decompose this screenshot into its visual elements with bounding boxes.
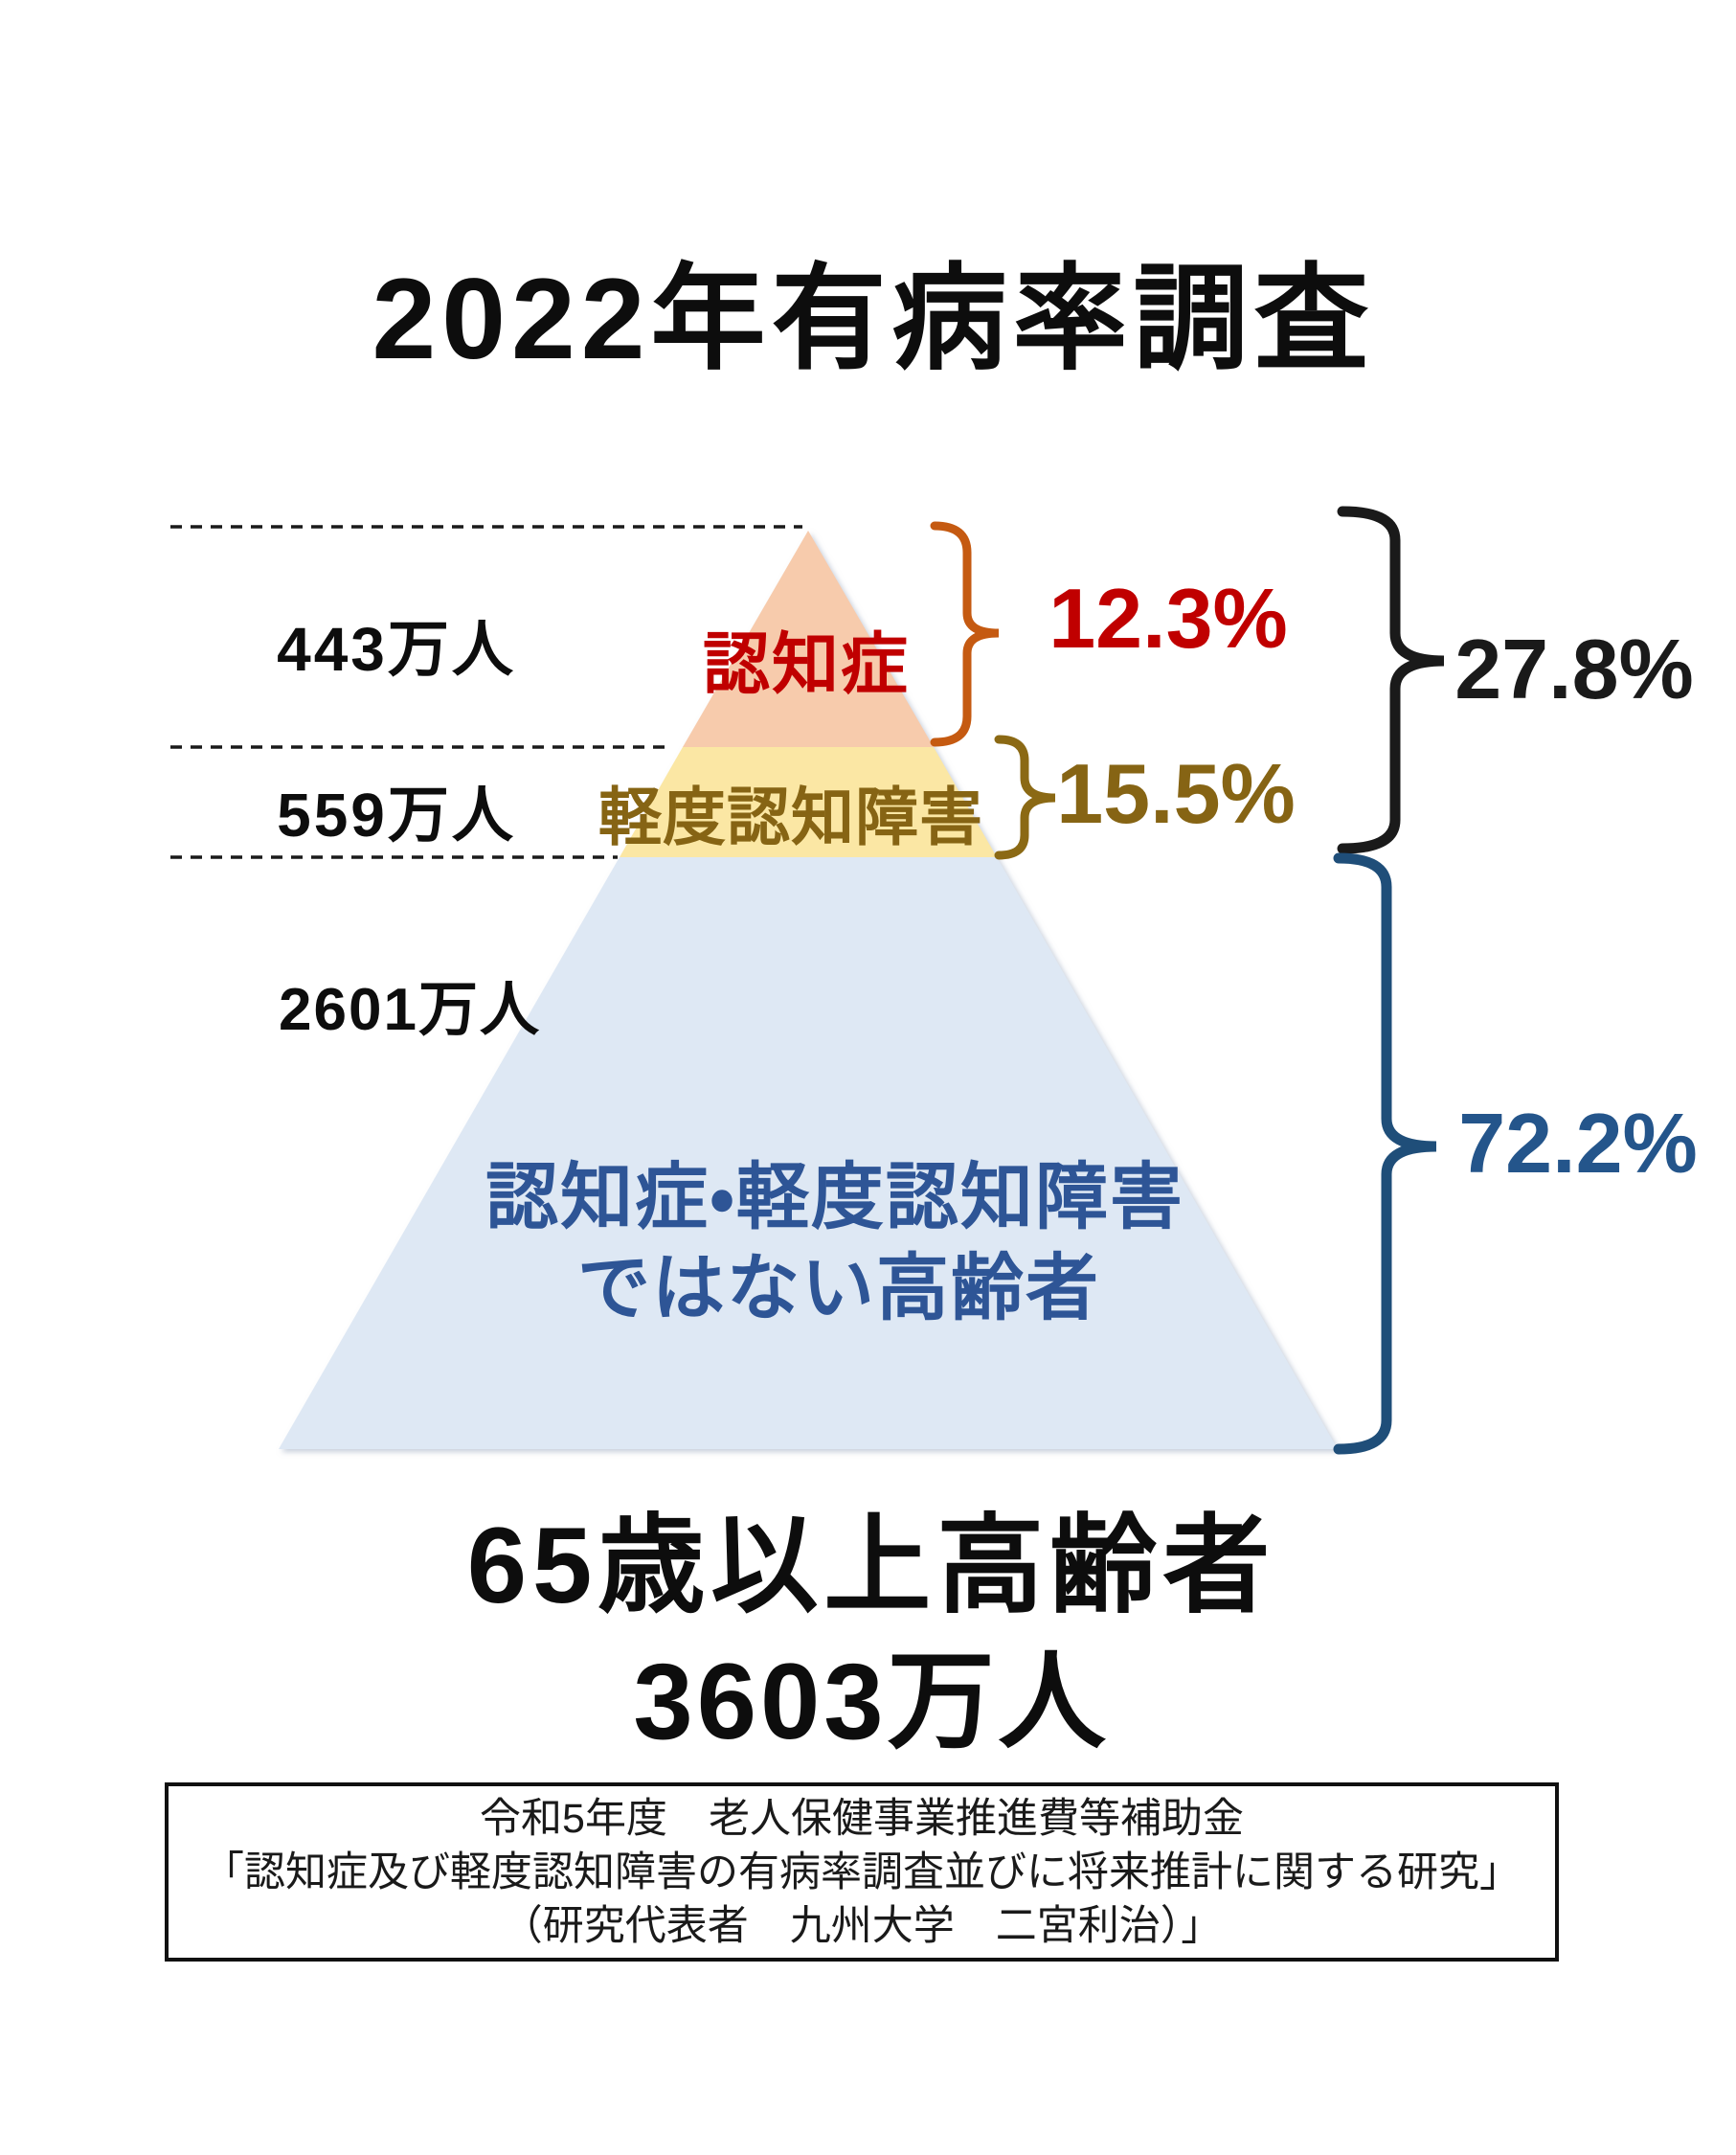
pyramid-layer-mci bbox=[620, 747, 997, 857]
pyramid-shape bbox=[279, 531, 1338, 1449]
pyramid-layer-none bbox=[279, 857, 1338, 1449]
count-dementia: 443万人 bbox=[277, 615, 516, 684]
brace-combined bbox=[1337, 506, 1445, 854]
pct-dementia: 12.3% bbox=[1048, 571, 1288, 666]
pyramid-layer-dementia bbox=[683, 531, 934, 747]
brace-mci bbox=[994, 735, 1056, 860]
count-mci: 559万人 bbox=[277, 781, 516, 850]
pct-none: 72.2% bbox=[1458, 1096, 1698, 1191]
page-title: 2022年有病率調査 bbox=[372, 255, 1375, 383]
label-mci: 軽度認知障害 bbox=[598, 782, 983, 852]
total-population-label: 65歳以上高齢者 bbox=[466, 1506, 1276, 1625]
label-none-line2: ではない高齢者 bbox=[577, 1248, 1100, 1329]
source-line-1: 令和5年度 老人保健事業推進費等補助金 bbox=[480, 1795, 1244, 1842]
source-line-3: （研究代表者 九州大学 二宮利治）」 bbox=[501, 1902, 1223, 1949]
count-none: 2601万人 bbox=[279, 977, 541, 1043]
source-citation-box: 令和5年度 老人保健事業推進費等補助金 「認知症及び軽度認知障害の有病率調査並び… bbox=[165, 1782, 1559, 1962]
pct-mci: 15.5% bbox=[1056, 746, 1296, 841]
label-none-line1: 認知症・軽度認知障害 bbox=[485, 1157, 1184, 1238]
label-dementia: 認知症 bbox=[703, 626, 910, 702]
source-line-2: 「認知症及び軽度認知障害の有病率調査並びに将来推計に関する研究」 bbox=[203, 1849, 1521, 1895]
pct-combined: 27.8% bbox=[1454, 622, 1694, 716]
brace-none bbox=[1333, 852, 1437, 1455]
brace-dementia bbox=[930, 521, 1000, 747]
total-population-count: 3603万人 bbox=[633, 1642, 1110, 1761]
